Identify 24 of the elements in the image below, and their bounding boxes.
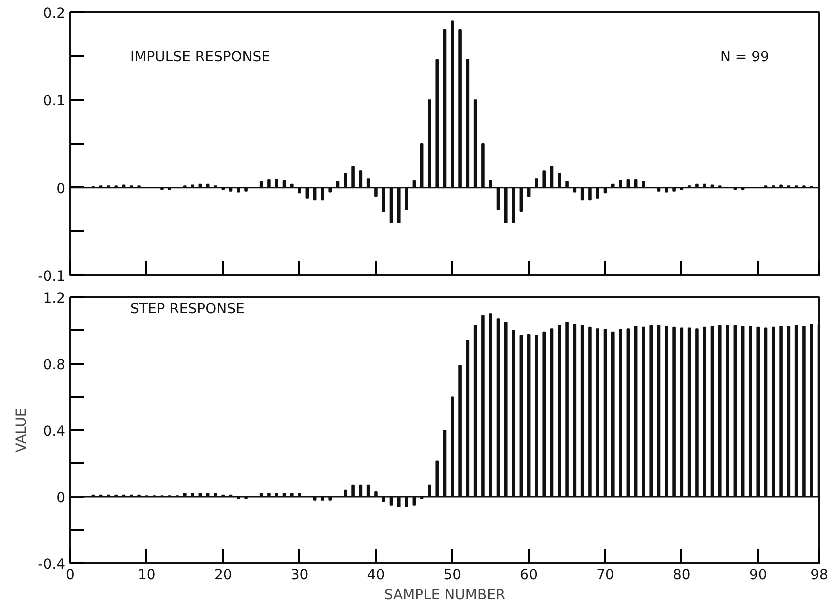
x-tick-label: 90	[749, 568, 768, 584]
x-tick-label: 98	[810, 568, 828, 584]
x-tick-label: 30	[290, 568, 309, 584]
x-tick-label: 10	[138, 568, 156, 584]
y-tick-label: 0.4	[43, 424, 66, 440]
y-tick-label: 0.8	[43, 358, 66, 374]
y-tick-label: 0.1	[43, 94, 66, 110]
x-tick-label: 80	[673, 568, 691, 584]
annotation: IMPULSE RESPONSE	[130, 50, 271, 66]
y-tick-label: -0.1	[38, 269, 66, 285]
x-tick-label: 50	[444, 568, 462, 584]
y-tick-label: 0	[56, 181, 66, 198]
x-tick-label: 40	[367, 568, 386, 584]
x-axis-title: SAMPLE NUMBER	[384, 588, 506, 604]
annotation: STEP RESPONSE	[130, 302, 245, 318]
x-tick-label: 20	[214, 568, 232, 584]
y-axis-title: VALUE	[14, 408, 30, 453]
y-tick-label: 1.2	[43, 291, 66, 307]
x-tick-label: 60	[520, 568, 538, 584]
y-tick-label: 0	[56, 490, 66, 506]
annotation: N = 99	[720, 50, 770, 66]
y-tick-label: -0.4	[38, 557, 66, 573]
y-tick-label: 0.2	[43, 6, 66, 22]
x-tick-label: 70	[596, 568, 614, 584]
